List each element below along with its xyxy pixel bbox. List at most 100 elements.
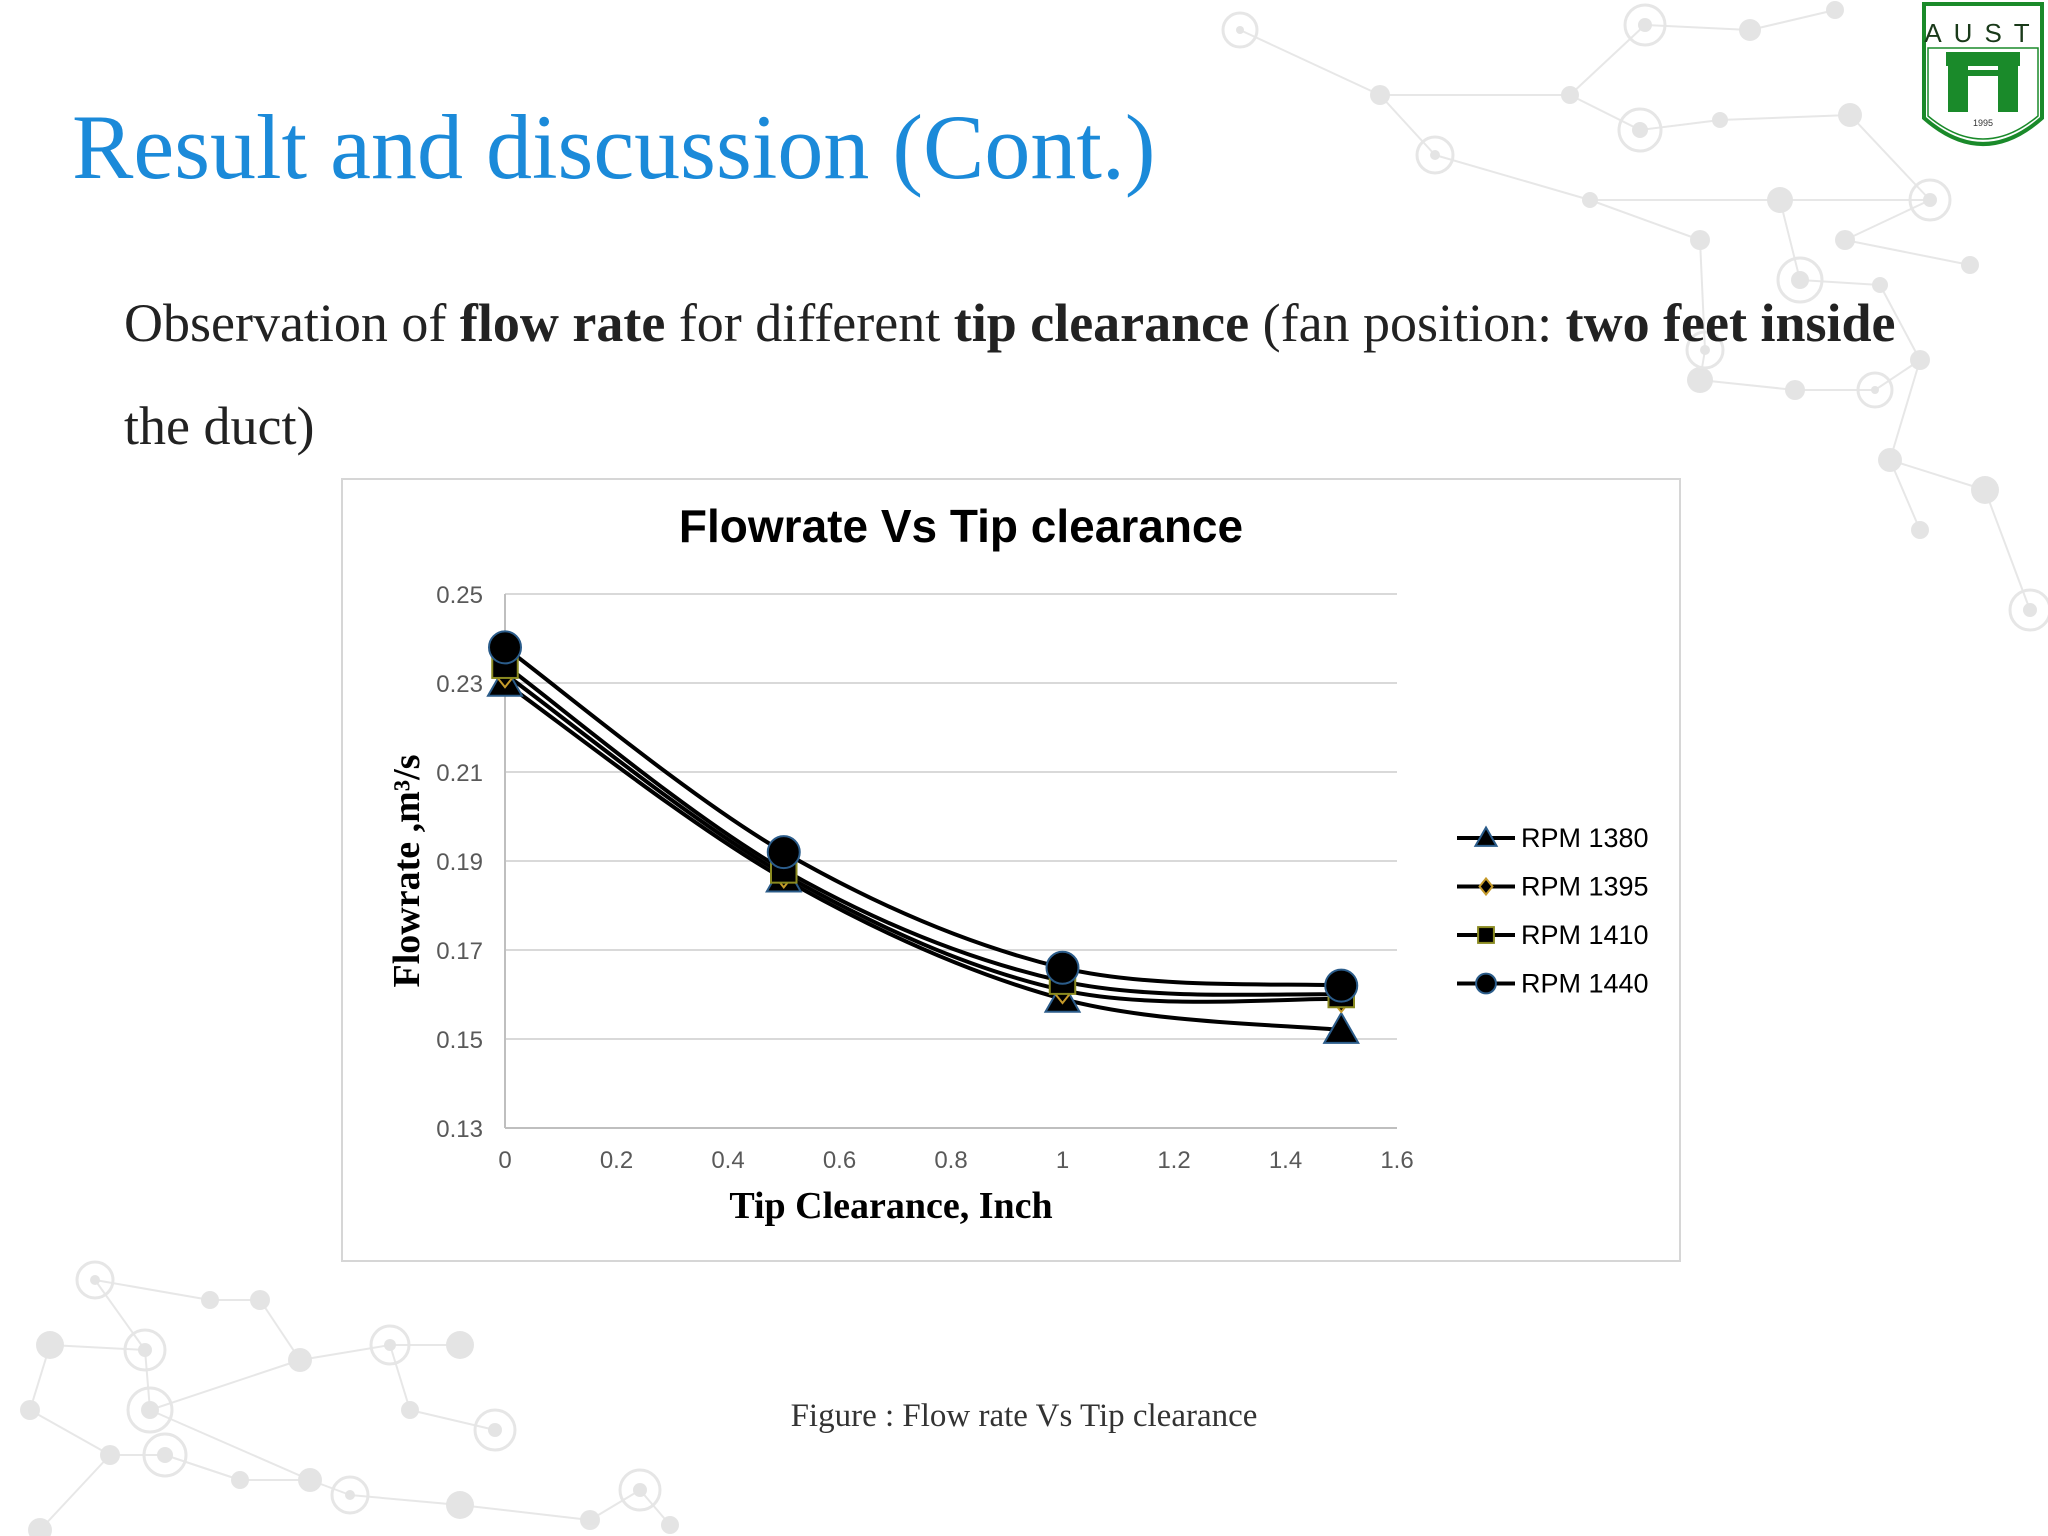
y-tick-label: 0.15 [436,1027,483,1054]
network-node [1923,193,1937,207]
network-node [20,1400,40,1420]
series-4-markers [488,630,1359,1003]
flowrate-line-chart: Flowrate Vs Tip clearance 0.13 0.15 0.17 0.1… [386,500,1649,1227]
subtitle-bold-position: two feet inside [1565,293,1896,353]
network-node-ring [369,1324,411,1366]
network-node [488,1423,502,1437]
legend-label: RPM 1440 [1521,969,1649,999]
series-line [503,645,1342,988]
network-link [94,1279,146,1351]
network-link [1749,9,1836,31]
university-emblem-icon [1922,2,2044,146]
x-tick-label: 1.6 [1380,1147,1413,1174]
network-link [164,1454,241,1481]
network-node [138,1343,152,1357]
legend-label: RPM 1395 [1521,872,1649,902]
network-link [1569,24,1646,96]
chart-title: Flowrate Vs Tip clearance [679,500,1243,552]
network-link [1779,199,1801,281]
network-node [1739,19,1761,41]
slide-subtitle: Observation of flow rate for different t… [124,272,1924,478]
network-node [1878,448,1902,472]
network-link [389,1344,411,1411]
series-3-markers [491,651,1355,1009]
aust-logo: AUST 1995 [1922,2,2044,146]
y-tick-label: 0.21 [436,760,483,787]
subtitle-text-1: Observation of [124,293,460,353]
network-node [1971,476,1999,504]
network-link [49,1344,146,1351]
network-node [1632,122,1648,138]
network-link [1639,119,1721,131]
network-node [1826,1,1844,19]
subtitle-text-3: (fan position: [1249,293,1566,353]
gridlines [505,593,1397,1040]
x-tick-label: 0.2 [600,1147,633,1174]
figure-caption: Figure : Flow rate Vs Tip clearance [790,1398,1258,1434]
network-node-ring [75,1260,115,1300]
y-tick-label: 0.17 [436,938,483,965]
network-node-ring [1415,135,1455,175]
legend-marker [1473,825,1499,847]
network-node [2023,603,2037,617]
network-node [1582,192,1598,208]
network-node-ring [142,1432,188,1478]
network-link [1889,459,1921,531]
network-node [28,1518,52,1536]
network-link [1379,94,1436,156]
network-link [144,1349,151,1411]
legend-label: RPM 1410 [1521,920,1649,950]
logo-year: 1995 [1973,118,1993,128]
series-1 [503,681,1342,1033]
x-tick-label: 1 [1056,1147,1069,1174]
network-node [201,1291,219,1309]
data-point [1324,968,1359,1003]
network-node [401,1401,419,1419]
subtitle-text-2: for different [665,293,954,353]
y-tick-label: 0.25 [436,582,483,609]
network-node-ring [126,1386,174,1434]
series-line [503,681,1342,1033]
y-tick-label: 0.19 [436,849,483,876]
network-link [1879,284,1921,361]
network-node-ring [1908,178,1952,222]
network-node-ring [1685,330,1725,370]
network-node [1638,18,1652,32]
network-link [149,1359,301,1411]
slide-title: Result and discussion (Cont.) [72,96,1156,198]
series-2-markers [493,659,1353,1014]
series-4 [503,645,1342,988]
network-node-ring [1623,3,1667,47]
network-link [1799,279,1881,286]
network-node [1561,86,1579,104]
data-point [488,630,522,665]
y-tick-label: 0.23 [436,671,483,698]
legend-marker [1477,926,1495,944]
network-node [157,1447,173,1463]
series-line [503,672,1342,1004]
subtitle-bold-flow-rate: flow rate [459,293,666,353]
network-node-ring [618,1468,662,1512]
legend: RPM 1380 RPM 1395 RPM 1410 RPM 1440 [1457,823,1649,999]
network-node [1370,85,1390,105]
network-node-ring [330,1475,370,1515]
data-point [1045,950,1080,985]
network-node [345,1490,355,1500]
network-link [1434,154,1591,201]
network-node [36,1331,64,1359]
network-link [1644,24,1751,31]
network-node [1961,256,1979,274]
network-node-ring [473,1408,517,1452]
y-axis-label: Flowrate ,m³/s [386,755,428,988]
network-node [1835,230,1855,250]
network-node [446,1491,474,1519]
network-node [661,1516,679,1534]
subtitle-bold-tip-clearance: tip clearance [953,293,1250,353]
subtitle-text-4: the duct) [124,396,315,456]
network-node [1687,367,1713,393]
series-line [503,663,1342,997]
network-node [633,1483,647,1497]
series-2 [503,672,1342,1004]
network-node [1871,386,1879,394]
network-node [141,1401,159,1419]
